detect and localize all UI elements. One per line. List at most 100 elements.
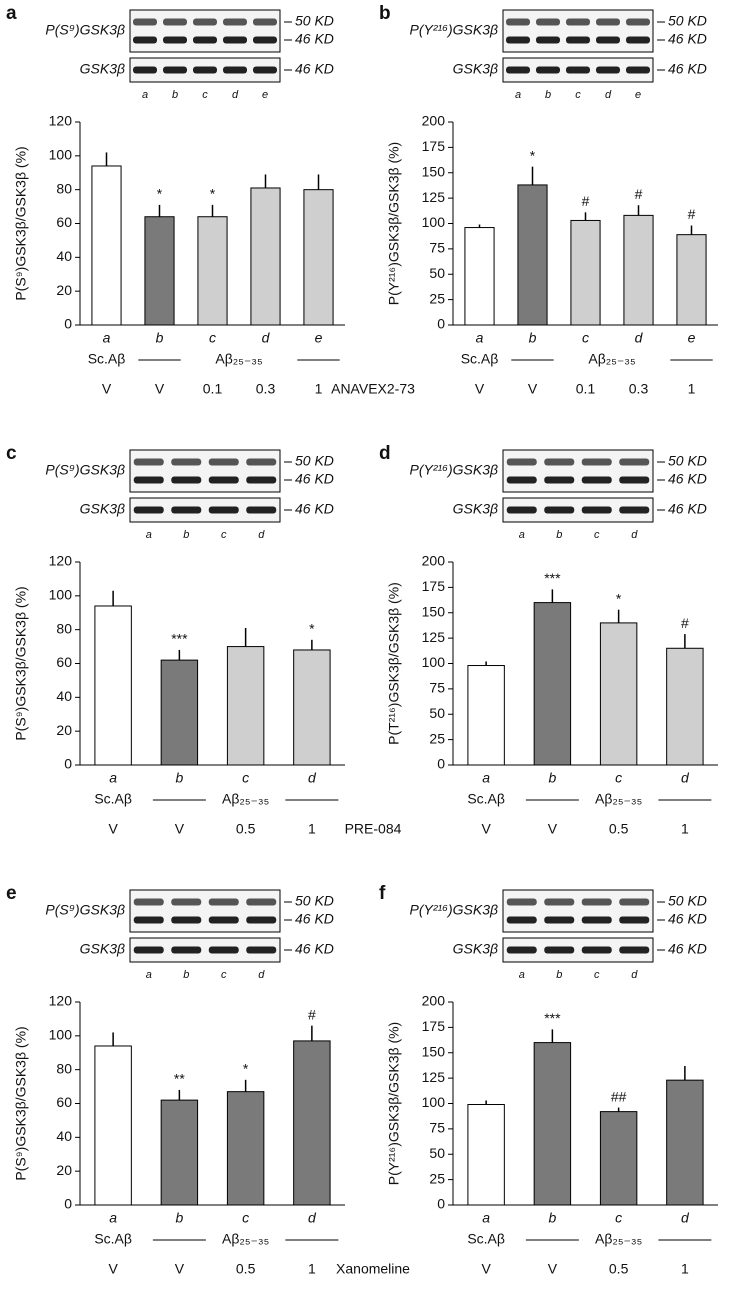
x-tick-label: a: [103, 330, 111, 346]
kd-marker: 50 KD: [295, 893, 334, 909]
blot-box: [129, 889, 281, 933]
bar: [533, 1042, 572, 1206]
blot-band: [536, 18, 560, 26]
blot-band: [581, 898, 612, 906]
significance: *: [157, 186, 163, 202]
kd-marker: 46 KD: [295, 31, 334, 47]
blot-band: [566, 36, 590, 44]
x-tick-label: c: [242, 1210, 249, 1226]
significance: ***: [171, 631, 188, 647]
kd-marker: 46 KD: [295, 911, 334, 927]
dose-label: V: [155, 381, 165, 397]
y-tick-label: 0: [64, 316, 72, 332]
y-tick-label: 100: [422, 214, 446, 230]
blot-band: [619, 506, 650, 514]
blot-band: [566, 66, 590, 74]
y-tick-label: 20: [56, 1162, 72, 1178]
dose-label: 0.3: [256, 381, 276, 397]
dose-label: 1: [681, 1261, 689, 1277]
group-label: Aβ₂₅₋₃₅: [595, 1231, 642, 1247]
kd-marker: 46 KD: [295, 471, 334, 487]
significance: ***: [544, 1010, 561, 1026]
bar: [160, 659, 199, 766]
blot-band: [133, 66, 157, 74]
significance: *: [616, 590, 622, 606]
blot-band: [506, 506, 537, 514]
significance: ***: [544, 570, 561, 586]
blot-label: P(Y²¹⁶)GSK3β: [410, 22, 498, 38]
x-tick-label: d: [681, 1210, 690, 1226]
y-tick-label: 80: [56, 620, 72, 636]
y-tick-label: 40: [56, 1128, 72, 1144]
blot-band: [133, 18, 157, 26]
x-tick-label: e: [315, 330, 323, 346]
blot-band: [536, 66, 560, 74]
y-tick-label: 150: [422, 603, 446, 619]
group-label: Aβ₂₅₋₃₅: [222, 791, 269, 807]
blot-band: [619, 476, 650, 484]
blot-band: [133, 916, 164, 924]
blot-band: [536, 36, 560, 44]
dose-label: 0.5: [609, 821, 629, 837]
x-tick-label: e: [688, 330, 696, 346]
blot-band: [626, 18, 650, 26]
x-tick-label: a: [476, 330, 484, 346]
kd-marker: 46 KD: [668, 61, 707, 77]
blot-band: [171, 476, 202, 484]
bar: [467, 665, 505, 766]
blot-box: [502, 889, 654, 933]
bar: [303, 189, 334, 326]
blot-label: P(S⁹)GSK3β: [45, 22, 125, 38]
group-label: Sc.Aβ: [467, 791, 505, 807]
bar: [250, 187, 281, 326]
panel-letter: d: [379, 443, 391, 464]
blot-band: [626, 36, 650, 44]
y-tick-label: 125: [422, 189, 446, 205]
y-tick-label: 0: [437, 756, 445, 772]
y-tick-label: 120: [49, 113, 73, 129]
y-tick-label: 50: [429, 265, 445, 281]
y-tick-label: 175: [422, 578, 446, 594]
dose-label: 1: [315, 381, 323, 397]
blot-band: [193, 18, 217, 26]
group-label: Aβ₂₅₋₃₅: [215, 351, 262, 367]
blot-band: [133, 458, 164, 466]
lane-label: c: [594, 529, 600, 541]
kd-marker: 46 KD: [668, 941, 707, 957]
x-tick-label: d: [635, 330, 644, 346]
lane-label: c: [202, 89, 208, 101]
group-label: Sc.Aβ: [88, 351, 126, 367]
bar: [197, 216, 228, 326]
blot-band: [163, 36, 187, 44]
group-label: Sc.Aβ: [461, 351, 499, 367]
blot-label: P(S⁹)GSK3β: [45, 462, 125, 478]
dose-label: 0.3: [629, 381, 649, 397]
bar: [599, 1111, 638, 1206]
bar: [599, 622, 638, 766]
y-axis-label: P(T²¹⁶)GSK3β/GSK3β (%): [386, 582, 402, 745]
y-tick-label: 125: [422, 1069, 446, 1085]
y-tick-label: 200: [422, 993, 446, 1009]
bar: [467, 1104, 505, 1206]
blot-box: [129, 9, 281, 53]
dose-label: 0.1: [203, 381, 223, 397]
bar: [533, 602, 572, 766]
blot-band: [171, 898, 202, 906]
dose-label: V: [548, 1261, 558, 1277]
lane-label: e: [635, 89, 641, 101]
blot-band: [544, 898, 575, 906]
blot-band: [619, 898, 650, 906]
dose-label: V: [548, 821, 558, 837]
y-tick-label: 25: [429, 290, 445, 306]
lane-label: c: [575, 89, 581, 101]
lane-label: b: [183, 529, 189, 541]
blot-band: [246, 458, 277, 466]
blot-band: [193, 36, 217, 44]
blot-band: [566, 18, 590, 26]
bar: [293, 649, 331, 766]
lane-label: a: [515, 89, 521, 101]
y-tick-label: 100: [49, 587, 73, 603]
bar: [464, 227, 495, 326]
blot-band: [171, 916, 202, 924]
